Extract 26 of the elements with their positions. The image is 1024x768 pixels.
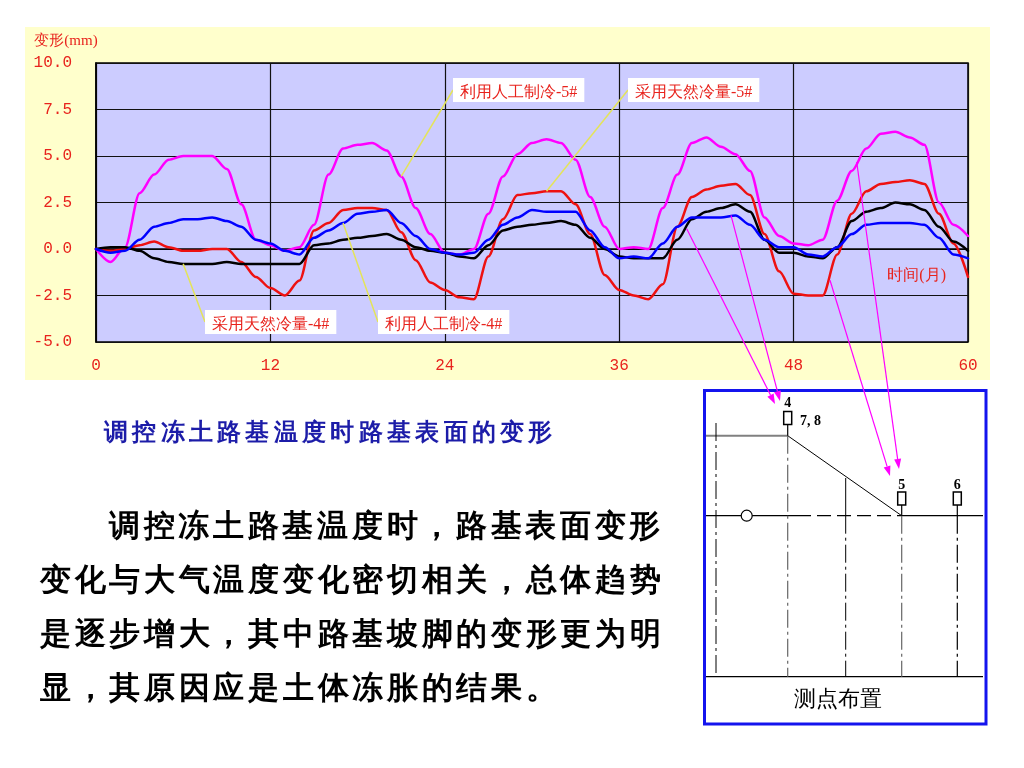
text: 调控冻土路基温度时，路基表面变形变化与大气温度变化密切相关，总体趋势是逐步增大，其中路基坡脚的变形更为明显，其原因应是土体冻胀的结果。 <box>40 506 666 707</box>
x-tick-label: 48 <box>784 357 804 375</box>
text: 6 <box>953 476 961 492</box>
text: 利用人工制冷-4# <box>385 314 503 332</box>
y-tick-label: 10.0 <box>33 54 72 72</box>
y-tick-label: 5.0 <box>43 147 72 165</box>
x-tick-label: 12 <box>260 357 280 375</box>
y-tick-label: 7.5 <box>43 100 72 119</box>
y-tick-label: 0.0 <box>43 240 72 258</box>
x-axis-title: 时间(月) <box>887 265 946 284</box>
text: 4 <box>784 394 792 410</box>
text: 采用天然冷量-5# <box>635 82 753 100</box>
x-tick-label: 24 <box>435 357 455 375</box>
text: 5 <box>898 476 906 492</box>
x-tick-label: 36 <box>609 357 629 375</box>
y-tick-label: -2.5 <box>33 286 72 305</box>
y-axis-title: 变形(mm) <box>34 31 98 49</box>
text: 测点布置 <box>794 686 883 711</box>
text: 调控冻土路基温度时路基表面的变形 <box>104 418 557 446</box>
text: 采用天然冷量-4# <box>212 314 330 332</box>
text: 利用人工制冷-5# <box>460 82 578 100</box>
y-tick-label: -5.0 <box>33 333 72 351</box>
x-tick-label: 0 <box>91 357 101 375</box>
x-tick-label: 60 <box>958 357 978 375</box>
text: 7, 8 <box>800 412 821 428</box>
y-tick-label: 2.5 <box>43 193 72 212</box>
